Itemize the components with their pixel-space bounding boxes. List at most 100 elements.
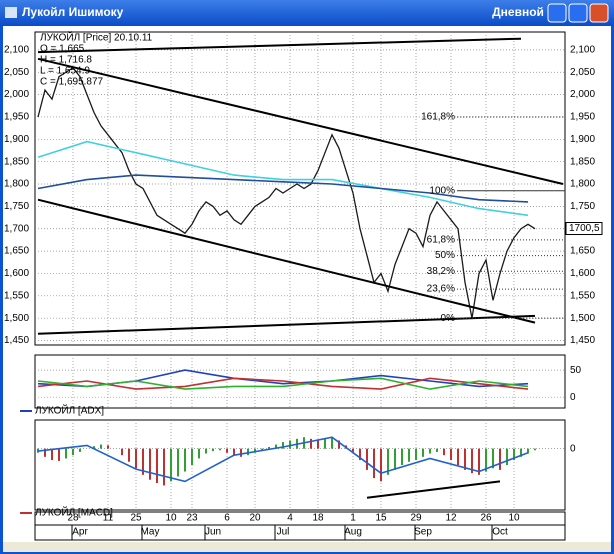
histogram-bar xyxy=(177,448,179,477)
ohlc-label: H = 1,716.8 xyxy=(40,55,92,66)
macd-panel xyxy=(34,419,566,511)
histogram-bar xyxy=(156,448,158,483)
y-tick-label: 1,950 xyxy=(4,112,29,123)
y-tick-label: 2,100 xyxy=(4,45,29,56)
close-button[interactable] xyxy=(589,3,609,23)
y-tick-label: 50 xyxy=(570,365,582,376)
y-tick-label: 1,550 xyxy=(4,290,29,301)
x-tick-label: 25 xyxy=(130,513,142,524)
x-tick-label: 26 xyxy=(480,513,492,524)
y-tick-label: 2,050 xyxy=(4,67,29,78)
x-tick-label: 23 xyxy=(186,513,198,524)
indicator-line xyxy=(37,377,529,390)
histogram-bar xyxy=(247,448,249,456)
y-tick-label: 2,050 xyxy=(570,67,595,78)
histogram-bar xyxy=(205,448,207,454)
x-tick-label: 15 xyxy=(375,513,387,524)
histogram-bar xyxy=(499,448,501,470)
y-tick-label: 1,850 xyxy=(4,156,29,167)
legend-title: ЛУКОЙЛ [MACD] xyxy=(35,506,113,519)
histogram-bar xyxy=(268,447,270,449)
histogram-bar xyxy=(471,448,473,474)
month-label: Apr xyxy=(72,527,88,538)
trend-line xyxy=(366,480,501,499)
histogram-bar xyxy=(107,445,109,449)
y-tick-label: 1,750 xyxy=(570,201,595,212)
histogram-bar xyxy=(450,448,452,461)
fib-label: 50% xyxy=(435,250,455,261)
month-label: May xyxy=(141,527,160,538)
date-axis xyxy=(34,511,566,541)
ohlc-label: C = 1,695.877 xyxy=(40,77,104,88)
x-tick-label: 10 xyxy=(165,513,177,524)
x-tick-label: 18 xyxy=(312,513,324,524)
histogram-bar xyxy=(310,438,312,449)
histogram-bar xyxy=(240,448,242,457)
histogram-bar xyxy=(72,448,74,456)
title-bar xyxy=(0,0,614,26)
histogram-bar xyxy=(527,448,529,454)
y-tick-label: 1,450 xyxy=(570,335,595,346)
y-tick-label: 1,950 xyxy=(570,112,595,123)
histogram-bar xyxy=(380,448,382,482)
histogram-bar xyxy=(401,448,403,465)
scrollbar[interactable] xyxy=(3,542,611,552)
histogram-bar xyxy=(135,448,137,469)
y-tick-label: 0 xyxy=(570,443,576,454)
month-label: Jul xyxy=(277,527,290,538)
histogram-bar xyxy=(429,448,431,454)
y-tick-label: 0 xyxy=(570,392,576,403)
trend-line xyxy=(37,198,536,324)
histogram-bar xyxy=(394,448,396,470)
histogram-bar xyxy=(422,448,424,457)
period-mode[interactable]: Дневной xyxy=(492,5,544,19)
histogram-bar xyxy=(436,448,438,452)
histogram-bar xyxy=(226,448,228,453)
histogram-bar xyxy=(534,448,536,451)
x-tick-label: 1 xyxy=(350,513,356,524)
histogram-bar xyxy=(443,448,445,456)
histogram-bar xyxy=(184,448,186,472)
trend-line xyxy=(37,37,522,54)
chart-area xyxy=(3,26,611,542)
histogram-bar xyxy=(408,448,410,462)
histogram-bar xyxy=(261,448,263,451)
y-tick-label: 2,000 xyxy=(570,89,595,100)
histogram-bar xyxy=(289,440,291,449)
histogram-bar xyxy=(100,444,102,449)
y-tick-label: 2,000 xyxy=(4,89,29,100)
x-tick-label: 6 xyxy=(224,513,230,524)
maximize-button[interactable] xyxy=(568,3,588,23)
legend-title: ЛУКОЙЛ [Price] 20.10.11 xyxy=(40,31,153,44)
histogram-bar xyxy=(457,448,459,465)
month-label: Aug xyxy=(344,527,362,538)
x-tick-label: 12 xyxy=(445,513,457,524)
fib-label: 100% xyxy=(429,185,455,196)
x-tick-label: 10 xyxy=(508,513,520,524)
y-tick-label: 1,600 xyxy=(4,268,29,279)
histogram-bar xyxy=(324,438,326,449)
y-tick-label: 1,500 xyxy=(570,313,595,324)
fib-label: 38,2% xyxy=(427,266,455,277)
minimize-button[interactable] xyxy=(547,3,567,23)
fib-label: 0% xyxy=(441,313,456,324)
y-tick-label: 1,800 xyxy=(570,179,595,190)
x-tick-label: 29 xyxy=(410,513,422,524)
x-tick-label: 4 xyxy=(287,513,293,524)
x-tick-label: 11 xyxy=(103,513,114,524)
histogram-bar xyxy=(79,448,81,452)
price-panel xyxy=(34,31,566,346)
indicator-line xyxy=(37,436,529,483)
trend-line xyxy=(37,57,564,185)
histogram-bar xyxy=(233,448,235,456)
histogram-bar xyxy=(170,448,172,482)
y-tick-label: 1,450 xyxy=(4,335,29,346)
histogram-bar xyxy=(520,448,522,457)
histogram-bar xyxy=(65,448,67,459)
last-price-box xyxy=(565,222,603,236)
indicator-line xyxy=(37,377,529,390)
y-tick-label: 1,800 xyxy=(4,179,29,190)
fib-label: 23,6% xyxy=(427,284,455,295)
histogram-bar xyxy=(513,448,515,461)
